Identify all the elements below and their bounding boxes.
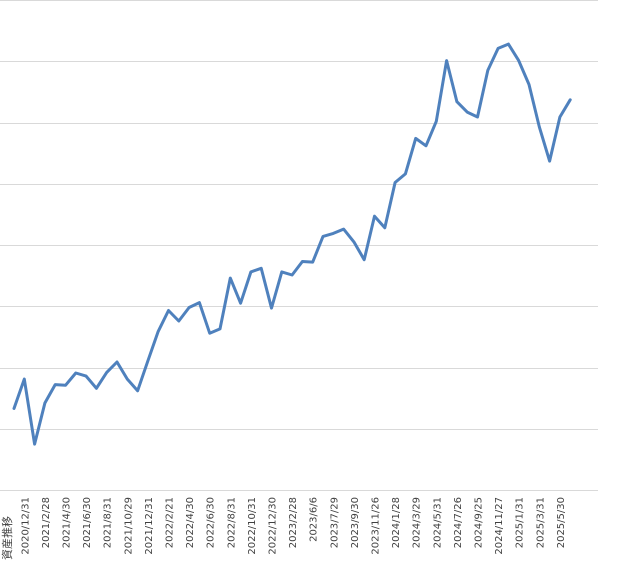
x-axis-tick-labels: 2020/12/31 2021/2/28 2021/4/30 2021/6/30 202… <box>20 497 567 555</box>
x-tick-label: 2024/5/31 <box>432 497 443 548</box>
x-tick-label: 2024/9/25 <box>474 497 485 548</box>
x-tick-label: 2024/3/29 <box>412 497 423 548</box>
x-tick-label: 2021/8/31 <box>103 497 114 548</box>
x-tick-label: 2024/11/27 <box>494 497 505 555</box>
x-tick-label: 2024/1/28 <box>391 497 402 548</box>
x-tick-label: 2023/7/29 <box>329 497 340 548</box>
x-tick-label: 2023/2/28 <box>288 497 299 548</box>
x-tick-label: 2023/9/30 <box>350 497 361 548</box>
x-tick-label: 2021/6/30 <box>82 497 93 548</box>
series-line <box>12 42 572 446</box>
x-tick-label: 2022/8/31 <box>226 497 237 548</box>
x-tick-label: 2020/12/31 <box>20 497 31 555</box>
x-tick-label: 2021/4/30 <box>62 497 73 548</box>
gridlines <box>0 0 598 491</box>
x-tick-label: 2022/6/30 <box>206 497 217 548</box>
x-tick-label: 2022/4/30 <box>185 497 196 548</box>
x-tick-label: 2022/10/31 <box>247 497 258 555</box>
x-tick-label: 2025/5/30 <box>556 497 567 548</box>
x-tick-label: 2025/1/31 <box>515 497 526 548</box>
x-tick-label: 2021/10/29 <box>123 497 134 555</box>
x-tick-label: 2021/2/28 <box>41 497 52 548</box>
x-tick-label: 2022/12/30 <box>268 497 279 555</box>
x-tick-label: 2025/3/31 <box>535 497 546 548</box>
x-tick-label: 2022/2/21 <box>165 497 176 548</box>
x-tick-label: 2023/11/26 <box>371 497 382 555</box>
x-tick-label: 2024/7/26 <box>453 497 464 548</box>
x-tick-label: 2023/6/6 <box>309 497 320 542</box>
x-tick-label: 2021/12/31 <box>144 497 155 555</box>
y-axis-label: 資産推移 <box>0 516 14 560</box>
